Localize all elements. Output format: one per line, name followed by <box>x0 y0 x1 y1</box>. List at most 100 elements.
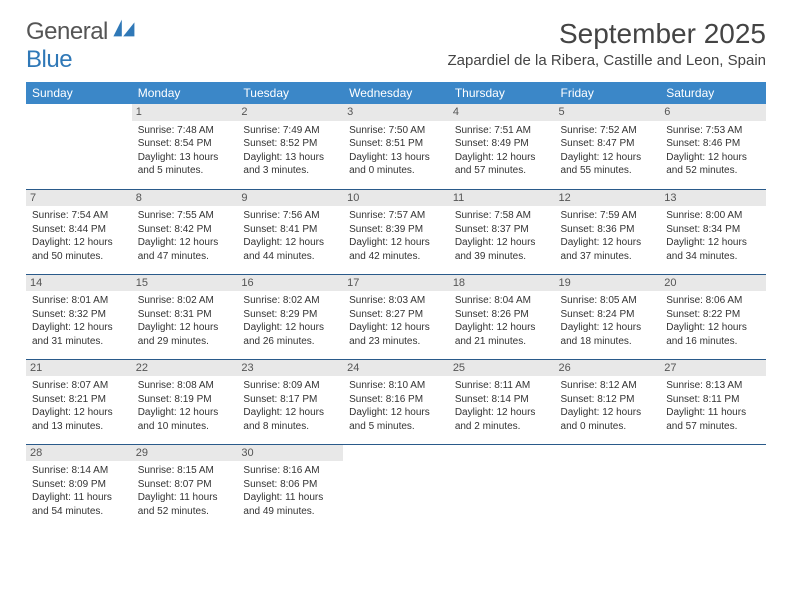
day-number: 17 <box>343 275 449 292</box>
day-info: Sunrise: 7:49 AMSunset: 8:52 PMDaylight:… <box>243 124 337 178</box>
daylight-text: Daylight: 12 hours and 21 minutes. <box>455 321 549 348</box>
sunrise-text: Sunrise: 8:05 AM <box>561 294 655 308</box>
daylight-text: Daylight: 13 hours and 3 minutes. <box>243 151 337 178</box>
day-number: 4 <box>449 104 555 121</box>
day-number: 21 <box>26 360 132 377</box>
day-number: 9 <box>237 190 343 207</box>
daylight-text: Daylight: 12 hours and 2 minutes. <box>455 406 549 433</box>
calendar-day-cell: 11Sunrise: 7:58 AMSunset: 8:37 PMDayligh… <box>449 189 555 274</box>
sunset-text: Sunset: 8:07 PM <box>138 478 232 492</box>
sunset-text: Sunset: 8:09 PM <box>32 478 126 492</box>
day-info: Sunrise: 8:02 AMSunset: 8:29 PMDaylight:… <box>243 294 337 348</box>
sunset-text: Sunset: 8:44 PM <box>32 223 126 237</box>
day-number: 28 <box>26 445 132 462</box>
daylight-text: Daylight: 12 hours and 34 minutes. <box>666 236 760 263</box>
sunrise-text: Sunrise: 7:53 AM <box>666 124 760 138</box>
calendar-day-cell: 17 Sunrise: 8:03 AMSunset: 8:27 PMDayligh… <box>343 274 449 359</box>
sunrise-text: Sunrise: 8:12 AM <box>561 379 655 393</box>
daylight-text: Daylight: 12 hours and 8 minutes. <box>243 406 337 433</box>
sunset-text: Sunset: 8:16 PM <box>349 393 443 407</box>
day-info: Sunrise: 7:58 AMSunset: 8:37 PMDaylight:… <box>455 209 549 263</box>
day-info: Sunrise: 7:51 AMSunset: 8:49 PMDaylight:… <box>455 124 549 178</box>
sunset-text: Sunset: 8:52 PM <box>243 137 337 151</box>
day-info: Sunrise: 8:13 AMSunset: 8:11 PMDaylight:… <box>666 379 760 433</box>
sunset-text: Sunset: 8:27 PM <box>349 308 443 322</box>
sunrise-text: Sunrise: 8:09 AM <box>243 379 337 393</box>
calendar-day-cell: 7Sunrise: 7:54 AMSunset: 8:44 PMDaylight… <box>26 189 132 274</box>
daylight-text: Daylight: 13 hours and 5 minutes. <box>138 151 232 178</box>
sunrise-text: Sunrise: 8:13 AM <box>666 379 760 393</box>
sunset-text: Sunset: 8:37 PM <box>455 223 549 237</box>
day-info: Sunrise: 7:55 AMSunset: 8:42 PMDaylight:… <box>138 209 232 263</box>
daylight-text: Daylight: 11 hours and 54 minutes. <box>32 491 126 518</box>
daylight-text: Daylight: 12 hours and 42 minutes. <box>349 236 443 263</box>
day-number: 5 <box>555 104 661 121</box>
sunrise-text: Sunrise: 8:02 AM <box>243 294 337 308</box>
day-number: 12 <box>555 190 661 207</box>
calendar-day-cell: 29Sunrise: 8:15 AMSunset: 8:07 PMDayligh… <box>132 444 238 529</box>
brand-word1: General <box>26 18 108 45</box>
sunset-text: Sunset: 8:36 PM <box>561 223 655 237</box>
sunset-text: Sunset: 8:49 PM <box>455 137 549 151</box>
day-info: Sunrise: 8:03 AMSunset: 8:27 PMDaylight:… <box>349 294 443 348</box>
brand-logo: General Blue <box>26 18 140 74</box>
sunset-text: Sunset: 8:39 PM <box>349 223 443 237</box>
day-info: Sunrise: 8:15 AMSunset: 8:07 PMDaylight:… <box>138 464 232 518</box>
calendar-week-row: 14Sunrise: 8:01 AMSunset: 8:32 PMDayligh… <box>26 274 766 359</box>
daylight-text: Daylight: 12 hours and 44 minutes. <box>243 236 337 263</box>
day-number: 27 <box>660 360 766 377</box>
sunset-text: Sunset: 8:47 PM <box>561 137 655 151</box>
sunrise-text: Sunrise: 8:16 AM <box>243 464 337 478</box>
day-info: Sunrise: 8:14 AMSunset: 8:09 PMDaylight:… <box>32 464 126 518</box>
calendar-week-row: 7Sunrise: 7:54 AMSunset: 8:44 PMDaylight… <box>26 189 766 274</box>
sunrise-text: Sunrise: 8:11 AM <box>455 379 549 393</box>
sunrise-text: Sunrise: 8:02 AM <box>138 294 232 308</box>
calendar-day-cell: 10 Sunrise: 7:57 AMSunset: 8:39 PMDayligh… <box>343 189 449 274</box>
weekday-header: Thursday <box>449 82 555 104</box>
calendar-day-cell <box>555 444 661 529</box>
daylight-text: Daylight: 13 hours and 0 minutes. <box>349 151 443 178</box>
calendar-day-cell: 9Sunrise: 7:56 AMSunset: 8:41 PMDaylight… <box>237 189 343 274</box>
location-text: Zapardiel de la Ribera, Castille and Leo… <box>447 52 766 69</box>
day-info: Sunrise: 8:12 AMSunset: 8:12 PMDaylight:… <box>561 379 655 433</box>
day-info: Sunrise: 7:57 AMSunset: 8:39 PMDaylight:… <box>349 209 443 263</box>
daylight-text: Daylight: 12 hours and 39 minutes. <box>455 236 549 263</box>
day-number: 16 <box>237 275 343 292</box>
sunrise-text: Sunrise: 7:58 AM <box>455 209 549 223</box>
sunrise-text: Sunrise: 8:06 AM <box>666 294 760 308</box>
day-info: Sunrise: 7:52 AMSunset: 8:47 PMDaylight:… <box>561 124 655 178</box>
sunrise-text: Sunrise: 7:56 AM <box>243 209 337 223</box>
day-info: Sunrise: 8:00 AMSunset: 8:34 PMDaylight:… <box>666 209 760 263</box>
sunrise-text: Sunrise: 8:14 AM <box>32 464 126 478</box>
day-info: Sunrise: 7:53 AMSunset: 8:46 PMDaylight:… <box>666 124 760 178</box>
calendar-day-cell: 21Sunrise: 8:07 AMSunset: 8:21 PMDayligh… <box>26 359 132 444</box>
calendar-day-cell: 16 Sunrise: 8:02 AMSunset: 8:29 PMDayligh… <box>237 274 343 359</box>
daylight-text: Daylight: 12 hours and 23 minutes. <box>349 321 443 348</box>
daylight-text: Daylight: 12 hours and 16 minutes. <box>666 321 760 348</box>
day-number: 25 <box>449 360 555 377</box>
daylight-text: Daylight: 12 hours and 31 minutes. <box>32 321 126 348</box>
sunset-text: Sunset: 8:34 PM <box>666 223 760 237</box>
sunrise-text: Sunrise: 8:15 AM <box>138 464 232 478</box>
calendar-day-cell: 18Sunrise: 8:04 AMSunset: 8:26 PMDayligh… <box>449 274 555 359</box>
daylight-text: Daylight: 12 hours and 57 minutes. <box>455 151 549 178</box>
calendar-week-row: 21Sunrise: 8:07 AMSunset: 8:21 PMDayligh… <box>26 359 766 444</box>
sunrise-text: Sunrise: 7:59 AM <box>561 209 655 223</box>
daylight-text: Daylight: 12 hours and 5 minutes. <box>349 406 443 433</box>
day-number: 7 <box>26 190 132 207</box>
calendar-day-cell: 8Sunrise: 7:55 AMSunset: 8:42 PMDaylight… <box>132 189 238 274</box>
calendar-day-cell: 19Sunrise: 8:05 AMSunset: 8:24 PMDayligh… <box>555 274 661 359</box>
brand-text: General Blue <box>26 18 108 74</box>
weekday-header: Monday <box>132 82 238 104</box>
day-number: 10 <box>343 190 449 207</box>
calendar-day-cell: 25 Sunrise: 8:11 AMSunset: 8:14 PMDayligh… <box>449 359 555 444</box>
sunset-text: Sunset: 8:26 PM <box>455 308 549 322</box>
daylight-text: Daylight: 12 hours and 55 minutes. <box>561 151 655 178</box>
calendar-day-cell: 22Sunrise: 8:08 AMSunset: 8:19 PMDayligh… <box>132 359 238 444</box>
calendar-day-cell: 12Sunrise: 7:59 AMSunset: 8:36 PMDayligh… <box>555 189 661 274</box>
sunrise-text: Sunrise: 8:01 AM <box>32 294 126 308</box>
day-info: Sunrise: 8:08 AMSunset: 8:19 PMDaylight:… <box>138 379 232 433</box>
calendar-day-cell: 1Sunrise: 7:48 AMSunset: 8:54 PMDaylight… <box>132 104 238 189</box>
sunset-text: Sunset: 8:12 PM <box>561 393 655 407</box>
sunset-text: Sunset: 8:14 PM <box>455 393 549 407</box>
